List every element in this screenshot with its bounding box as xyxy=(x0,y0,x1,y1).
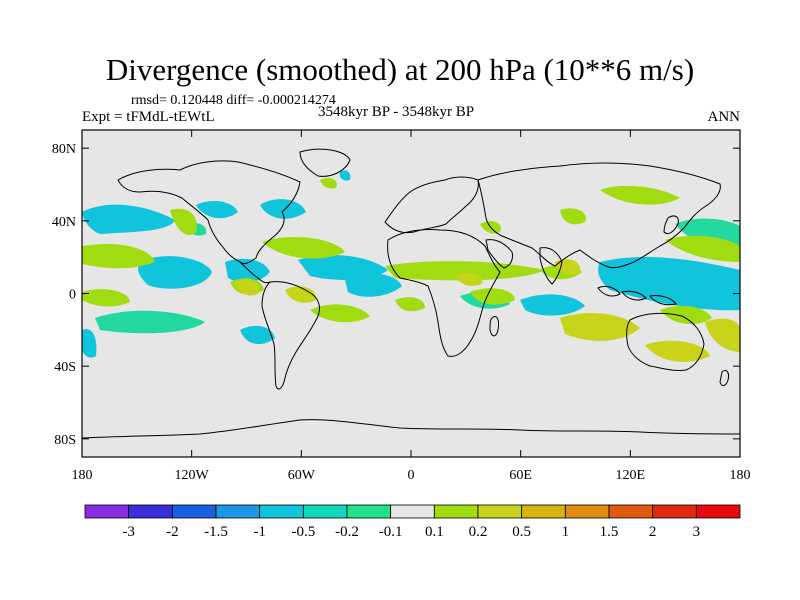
coastline-south-america xyxy=(261,281,320,390)
lat-tick-label: 0 xyxy=(69,288,76,303)
field-region xyxy=(310,304,370,323)
field-region xyxy=(235,279,259,296)
experiment-label: Expt = tFMdL-tEWtL xyxy=(82,109,215,125)
field-region xyxy=(520,294,585,316)
stats-label: rmsd= 0.120448 diff= -0.000214274 xyxy=(131,93,336,108)
colorbar: -3 -2 -1.5 -1 -0.5 -0.2 -0.1 0.1 0.2 0.5 1 1.5 2 3 xyxy=(84,504,741,540)
lon-tick-label: 180 xyxy=(72,468,93,483)
field-region xyxy=(82,329,97,358)
field-region xyxy=(298,255,388,280)
colorbar-swatch xyxy=(433,504,479,519)
field-region xyxy=(385,261,545,281)
coastline-greenland xyxy=(299,148,351,177)
lat-axis: 80N 40N 0 40S 80S xyxy=(52,142,740,448)
field-region xyxy=(339,170,351,181)
field-region xyxy=(665,235,740,262)
field-region xyxy=(660,305,712,325)
coastline-central-america xyxy=(239,261,271,284)
field-region xyxy=(260,199,306,219)
colorbar-label: -1 xyxy=(253,524,266,540)
period-label: 3548kyr BP - 3548kyr BP xyxy=(318,104,475,120)
colorbar-swatch xyxy=(346,504,392,519)
colorbar-swatch xyxy=(652,504,697,519)
field-region xyxy=(262,237,345,259)
coastline-madagascar xyxy=(489,316,499,337)
lon-axis: 180 120W 60W 0 60E 120E 180 xyxy=(72,130,751,483)
colorbar-label: -1.5 xyxy=(204,524,228,540)
field-region xyxy=(240,325,275,345)
field-region xyxy=(225,258,270,283)
colorbar-swatch xyxy=(521,504,566,519)
field-region xyxy=(196,200,238,219)
field-region xyxy=(455,272,483,286)
colorbar-swatch xyxy=(695,504,741,519)
lon-tick-label: 0 xyxy=(408,468,415,483)
field-region xyxy=(82,289,130,307)
colorbar-label: 0.2 xyxy=(469,524,488,540)
coastline-indonesia xyxy=(597,285,677,306)
coastline-australia xyxy=(626,312,705,371)
colorbar-label: -2 xyxy=(166,524,179,540)
colorbar-swatch xyxy=(477,504,523,519)
colorbar-label: -3 xyxy=(122,524,135,540)
field-region xyxy=(320,177,337,189)
field-region xyxy=(95,310,205,334)
colorbar-swatch xyxy=(390,504,435,519)
lon-tick-label: 60W xyxy=(288,468,316,483)
lon-tick-label: 60E xyxy=(509,468,532,483)
lat-tick-label: 80S xyxy=(54,433,76,448)
field-region xyxy=(560,313,640,341)
coastline-japan xyxy=(663,215,679,235)
season-label: ANN xyxy=(707,109,741,125)
field-region xyxy=(560,208,586,225)
field-region xyxy=(170,208,197,236)
lon-tick-label: 120E xyxy=(616,468,646,483)
field-region xyxy=(470,288,515,305)
colorbar-swatch xyxy=(564,504,610,519)
colorbar-label: -0.5 xyxy=(291,524,315,540)
lon-tick-label: 120W xyxy=(175,468,210,483)
colorbar-label: 1 xyxy=(562,524,570,540)
coastlines xyxy=(82,148,740,439)
coastline-europe xyxy=(384,176,479,234)
field-region xyxy=(138,256,212,289)
field-region xyxy=(600,185,680,205)
field-region xyxy=(705,318,740,352)
colorbar-label: -0.1 xyxy=(379,524,403,540)
colorbar-swatch xyxy=(84,504,130,519)
field-region xyxy=(82,204,175,234)
field-region xyxy=(645,340,710,362)
colorbar-label: 2 xyxy=(649,524,657,540)
coastline-north-america xyxy=(117,160,301,265)
field-region xyxy=(82,243,155,269)
coastline-africa xyxy=(387,229,501,357)
coastline-arabia xyxy=(485,239,513,269)
field-region xyxy=(285,286,317,303)
colorbar-swatch xyxy=(608,504,654,519)
lat-tick-label: 80N xyxy=(52,142,76,157)
coastline-india xyxy=(539,247,563,285)
colorbar-swatch xyxy=(128,504,173,519)
colorbar-swatch xyxy=(302,504,348,519)
colorbar-label: 3 xyxy=(693,524,701,540)
colorbar-label: 0.1 xyxy=(425,524,444,540)
lon-tick-label: 180 xyxy=(730,468,751,483)
field-region xyxy=(345,273,402,297)
divergence-field xyxy=(82,170,740,362)
lat-tick-label: 40S xyxy=(54,360,76,375)
colorbar-swatch xyxy=(259,504,304,519)
colorbar-label: 1.5 xyxy=(600,524,619,540)
coastline-antarctica xyxy=(82,419,740,439)
colorbar-label: -0.2 xyxy=(335,524,359,540)
colorbar-label: 0.5 xyxy=(512,524,531,540)
coastline-asia xyxy=(477,162,721,269)
colorbar-swatch xyxy=(215,504,261,519)
lat-tick-label: 40N xyxy=(52,215,76,230)
coastline-new-zealand xyxy=(719,369,729,387)
map-title: Divergence (smoothed) at 200 hPa (10**6 … xyxy=(105,52,695,87)
colorbar-swatch xyxy=(171,504,217,519)
field-region xyxy=(395,297,425,312)
field-region xyxy=(598,256,740,311)
